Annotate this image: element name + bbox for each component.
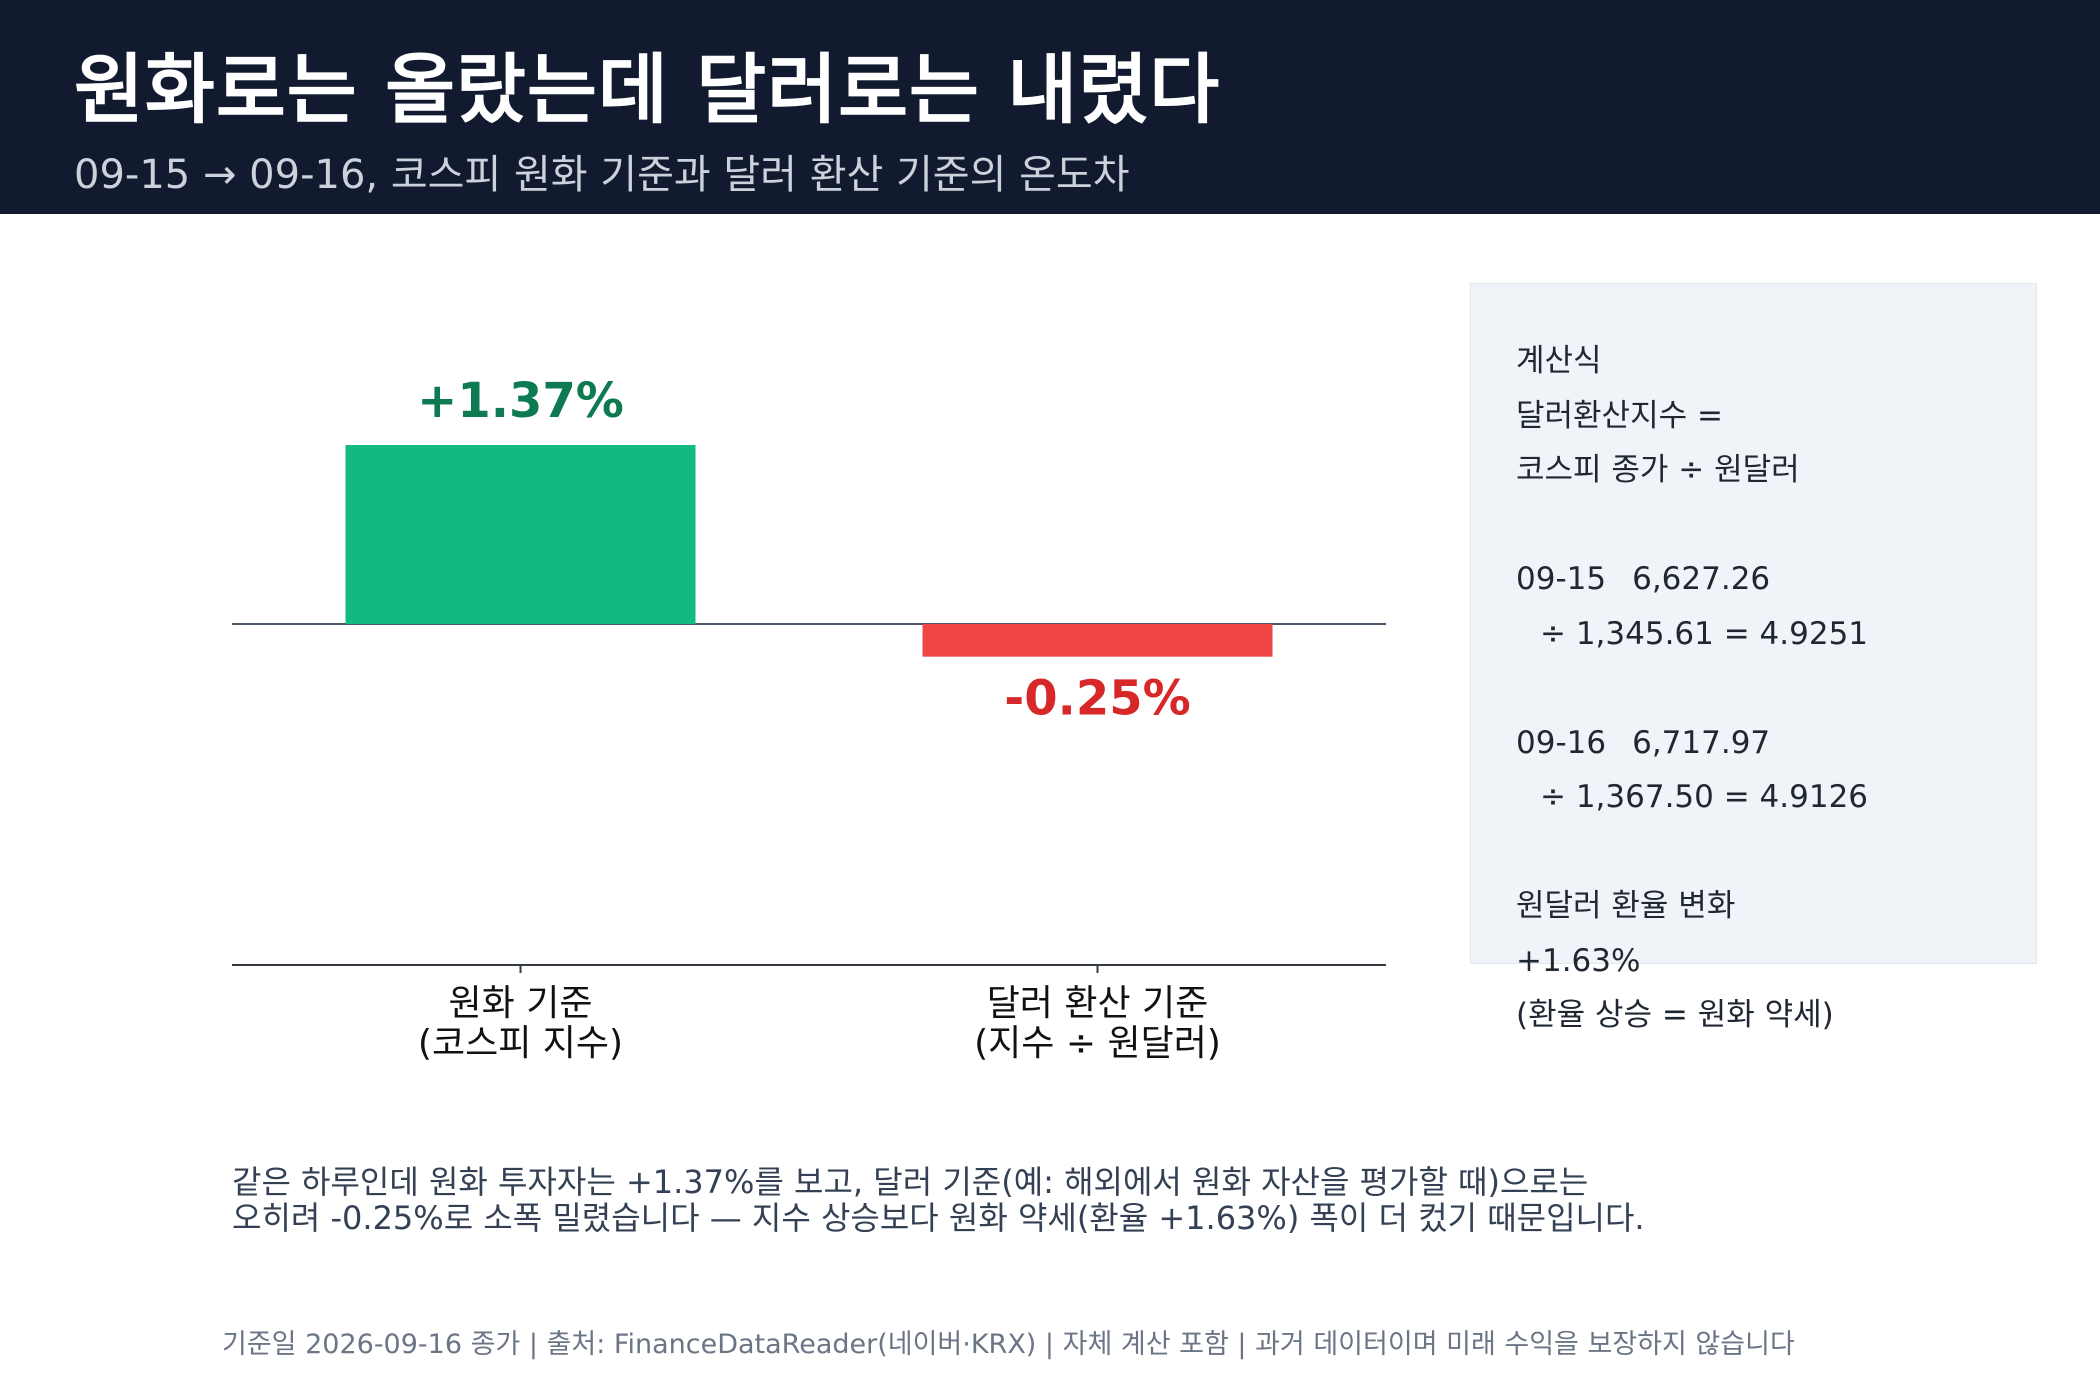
formula-panel [1470, 283, 2037, 964]
bar-2 [922, 624, 1273, 657]
day2-calc: ÷ 1,367.50 = 4.9126 [1540, 779, 1869, 815]
page-title: 원화로는 올랐는데 달러로는 내렸다 [74, 45, 1221, 134]
bar-chart: +1.37% 원화 기준(코스피 지수) -0.25% 달러 환산 기준(지수 ÷ 원… [232, 373, 1386, 1064]
explanation-note: 같은 하루인데 원화 투자자는 +1.37%를 보고, 달러 기준(예: 해외에… [232, 1164, 1932, 1236]
day1-index: 6,627.26 [1632, 561, 1771, 597]
data-label-1: +1.37% [417, 373, 624, 429]
x-tick-label-1-line-2: (코스피 지수) [418, 1023, 623, 1064]
note-line-1: 같은 하루인데 원화 투자자는 +1.37%를 보고, 달러 기준(예: 해외에… [232, 1163, 1589, 1201]
formula-line-2: 코스피 종가 ÷ 원달러 [1516, 452, 1800, 488]
fx-value: +1.63% [1516, 942, 1641, 979]
panel-heading: 계산식 [1516, 343, 1602, 379]
x-tick-label-2-line-1: 달러 환산 기준 [987, 983, 1209, 1024]
data-label-2: -0.25% [1004, 671, 1190, 727]
day1-row: 09-15 6,627.26 [1516, 552, 1868, 607]
fx-label: 원달러 환율 변화 [1516, 888, 1736, 924]
day1-date: 09-15 [1516, 561, 1607, 597]
formula-panel-text: 계산식 달러환산지수 = 코스피 종가 ÷ 원달러 09-15 6,627.26 … [1516, 334, 1868, 1043]
page-subtitle: 09-15 → 09-16, 코스피 원화 기준과 달러 환산 기준의 온도차 [74, 152, 1130, 198]
day1-calc: ÷ 1,345.61 = 4.9251 [1540, 615, 1869, 652]
day2-row: 09-16 6,717.97 [1516, 716, 1868, 771]
day2-index: 6,717.97 [1632, 724, 1771, 761]
source-footer: 기준일 2026-09-16 종가 | 출처: FinanceDataReade… [222, 1329, 1795, 1360]
x-tick-label-1-line-1: 원화 기준 [449, 983, 593, 1024]
note-line-2: 오히려 -0.25%로 소폭 밀렸습니다 — 지수 상승보다 원화 약세(환율 … [232, 1199, 1645, 1237]
day2-date: 09-16 [1516, 724, 1607, 761]
header-banner: 원화로는 올랐는데 달러로는 내렸다 09-15 → 09-16, 코스피 원화… [0, 0, 2100, 214]
x-tick-label-2-line-2: (지수 ÷ 원달러) [974, 1023, 1221, 1064]
formula-line-1: 달러환산지수 = [1516, 397, 1723, 434]
fx-note: (환율 상승 = 원화 약세) [1516, 997, 1834, 1033]
bar-1 [345, 445, 696, 624]
